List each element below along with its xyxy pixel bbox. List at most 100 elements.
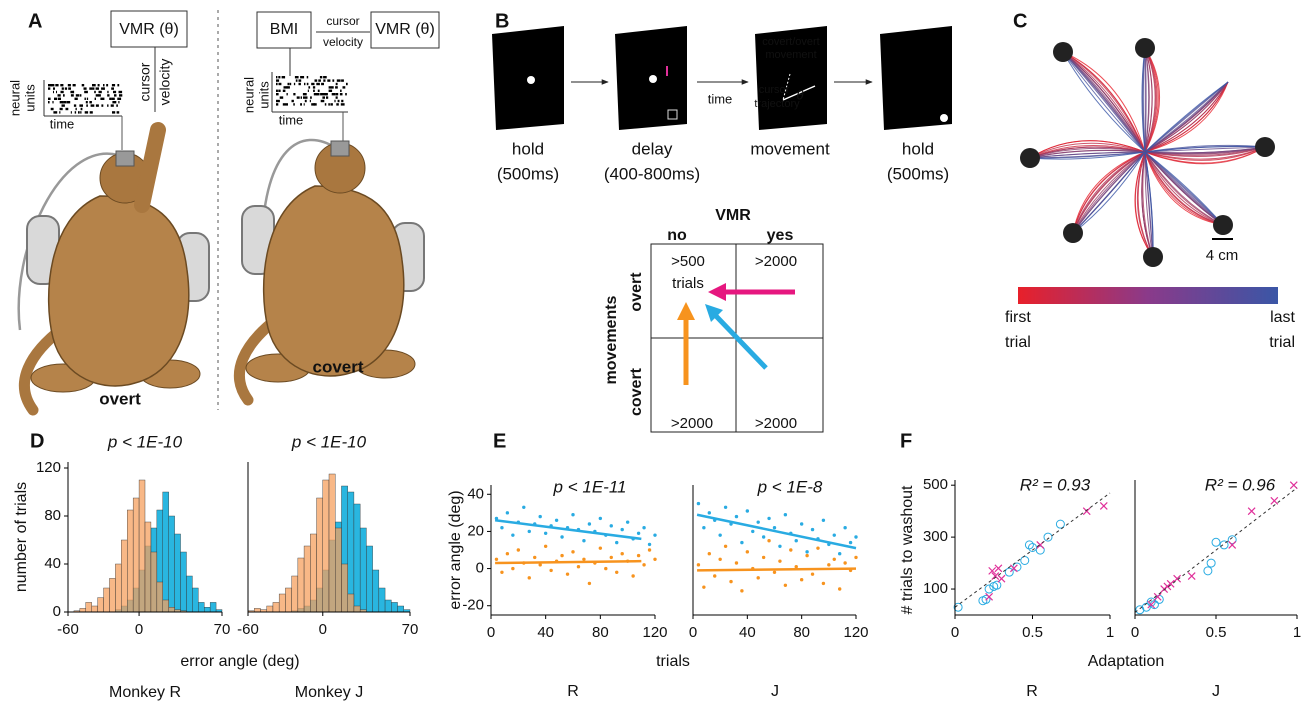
point	[620, 527, 624, 532]
point	[783, 513, 788, 517]
hist-bar	[91, 605, 98, 613]
point	[713, 574, 717, 578]
chart: 0 0.5 1 R² = 0.96 J	[1131, 475, 1301, 700]
point	[734, 514, 739, 519]
point	[772, 526, 777, 530]
label: (400-800ms)	[604, 164, 700, 183]
point	[696, 501, 701, 506]
x-tick-label: 40	[739, 624, 756, 641]
point	[571, 550, 575, 554]
trajectory	[1144, 47, 1150, 153]
label: VMR	[715, 207, 751, 224]
label: cursor	[137, 62, 153, 101]
label: neural	[241, 77, 256, 113]
spike	[320, 99, 325, 103]
point	[821, 581, 826, 586]
hist-bar	[115, 563, 122, 613]
point	[511, 533, 515, 537]
spike	[326, 93, 328, 96]
point	[549, 568, 553, 573]
spike	[298, 82, 301, 86]
spike	[81, 84, 85, 87]
spike	[48, 87, 51, 90]
point	[1289, 481, 1298, 490]
trajectory	[1144, 81, 1229, 153]
point	[653, 557, 657, 561]
rasters	[48, 76, 348, 114]
spike	[85, 101, 88, 104]
spike	[55, 84, 59, 87]
spike	[278, 89, 281, 92]
spike	[60, 90, 64, 94]
x-tick-label: 120	[642, 624, 667, 641]
x-tick-label: 70	[402, 621, 419, 638]
spike	[307, 89, 309, 92]
spike	[286, 86, 290, 89]
spike	[117, 97, 122, 100]
trajectory	[1072, 151, 1146, 234]
hist-bar	[121, 539, 128, 613]
spike	[321, 82, 324, 86]
hist-bar	[162, 599, 169, 613]
label: (500ms)	[887, 164, 949, 183]
label: movement	[750, 139, 830, 158]
trajectory	[1062, 51, 1146, 153]
point	[560, 553, 564, 558]
chart-title: p < 1E-11	[553, 477, 627, 496]
y-axis-label: number of trials	[13, 482, 30, 592]
hist-bar	[109, 578, 116, 613]
trajectory	[1144, 151, 1154, 258]
point	[1009, 564, 1018, 573]
hist-bar	[384, 599, 392, 613]
label: covert	[628, 367, 645, 416]
spike	[90, 104, 95, 107]
point	[702, 526, 706, 530]
trajectory	[1144, 146, 1266, 154]
spike	[107, 104, 109, 107]
point	[1146, 597, 1156, 607]
point	[598, 516, 603, 521]
spike	[330, 103, 333, 106]
hist-bar	[341, 563, 348, 613]
spike	[298, 79, 302, 82]
x-tick-label: 70	[214, 621, 231, 638]
spike	[308, 86, 311, 89]
spike	[109, 97, 112, 100]
spike	[336, 103, 339, 106]
spike	[111, 87, 114, 90]
spike	[66, 101, 71, 104]
label: overt	[99, 389, 141, 408]
hist-bar	[168, 515, 175, 613]
spike	[92, 87, 95, 90]
point	[761, 535, 766, 539]
spike	[335, 86, 338, 89]
point	[1028, 543, 1037, 552]
label: movements	[603, 295, 620, 384]
hist-bar	[278, 593, 286, 613]
panel-label: B	[495, 10, 509, 32]
point	[1203, 566, 1213, 576]
point	[505, 511, 510, 515]
peripheral-target	[940, 114, 948, 122]
point	[992, 580, 1002, 590]
spike	[74, 111, 77, 114]
point	[854, 555, 858, 560]
hist-bar	[79, 608, 86, 613]
hist-bar	[198, 602, 205, 613]
spike	[311, 103, 315, 106]
point	[511, 566, 515, 571]
label: overt	[628, 272, 645, 312]
label: trajectory	[754, 98, 800, 110]
chart-caption: J	[771, 683, 779, 700]
spike	[119, 94, 123, 97]
spike	[335, 82, 338, 86]
point	[756, 576, 760, 580]
trajectory	[1144, 81, 1229, 153]
hist-bar	[397, 605, 404, 613]
spike	[64, 101, 67, 104]
spike	[92, 84, 96, 87]
spike	[101, 87, 105, 90]
trajectory	[1144, 47, 1153, 153]
spike	[290, 82, 292, 86]
spike	[101, 104, 104, 107]
